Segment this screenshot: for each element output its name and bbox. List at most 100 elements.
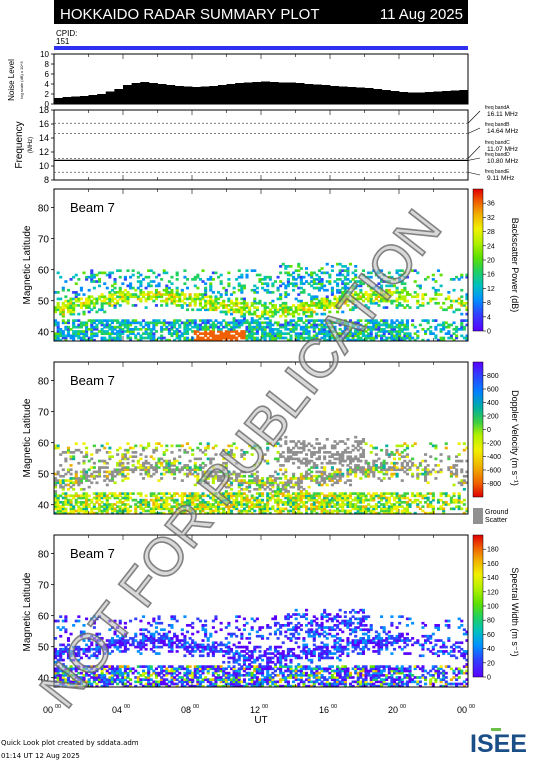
heatmap-cell bbox=[193, 278, 197, 281]
heatmap-cell bbox=[279, 330, 283, 333]
heatmap-cell bbox=[229, 448, 234, 452]
heatmap-cell bbox=[82, 647, 86, 651]
heatmap-cell bbox=[116, 325, 120, 329]
heatmap-cell bbox=[284, 304, 288, 307]
heatmap-cell bbox=[297, 440, 301, 443]
heatmap-cell bbox=[245, 321, 249, 325]
heatmap-cell bbox=[273, 500, 278, 504]
heatmap-cell bbox=[183, 503, 187, 506]
heatmap-cell bbox=[310, 477, 314, 480]
heatmap-cell bbox=[139, 338, 143, 341]
heatmap-cell bbox=[123, 498, 127, 502]
heatmap-cell bbox=[299, 474, 303, 478]
heatmap-cell bbox=[462, 336, 466, 340]
heatmap-cell bbox=[69, 472, 73, 476]
heatmap-cell bbox=[258, 461, 262, 465]
heatmap-cell bbox=[126, 330, 130, 333]
heatmap-cell bbox=[416, 498, 420, 502]
heatmap-cell bbox=[284, 284, 288, 288]
heatmap-cell bbox=[304, 490, 309, 493]
heatmap-cell bbox=[348, 470, 353, 474]
heatmap-cell bbox=[284, 295, 288, 299]
heatmap-cell bbox=[385, 451, 389, 454]
heatmap-cell bbox=[74, 673, 78, 677]
heatmap-cell bbox=[77, 615, 81, 619]
heatmap-cell bbox=[255, 332, 259, 335]
heatmap-cell bbox=[183, 275, 187, 279]
heatmap-cell bbox=[359, 470, 363, 474]
frequency-ylabel-unit: (MHz) bbox=[28, 137, 34, 153]
heatmap-cell bbox=[185, 327, 190, 331]
heatmap-cell bbox=[90, 269, 94, 273]
heatmap-cell bbox=[429, 299, 433, 303]
heatmap-cell bbox=[276, 487, 280, 491]
frequency-band-value: 16.11 MHz bbox=[487, 111, 518, 118]
heatmap-cell bbox=[82, 669, 86, 673]
heatmap-cell bbox=[85, 477, 89, 480]
heatmap-cell bbox=[323, 494, 327, 498]
heatmap-cell bbox=[229, 487, 234, 491]
heatmap-cell bbox=[110, 676, 115, 679]
heatmap-cell bbox=[193, 483, 197, 487]
heatmap-cell bbox=[310, 498, 314, 502]
heatmap-cell bbox=[261, 479, 265, 482]
heatmap-cell bbox=[105, 500, 109, 504]
frequency-ytick-label: 8 bbox=[44, 175, 49, 185]
heatmap-cell bbox=[248, 505, 252, 508]
heatmap-cell bbox=[395, 509, 399, 513]
heatmap-cell bbox=[87, 650, 91, 653]
heatmap-cell bbox=[121, 500, 125, 504]
heatmap-cell bbox=[328, 282, 332, 286]
heatmap-cell bbox=[359, 319, 363, 322]
heatmap-cell bbox=[123, 455, 127, 459]
heatmap-cell bbox=[193, 474, 197, 478]
heatmap-cell bbox=[338, 327, 342, 331]
heatmap-cell bbox=[276, 332, 280, 335]
heatmap-cell bbox=[455, 459, 459, 463]
heatmap-cell bbox=[400, 496, 404, 500]
heatmap-cell bbox=[323, 304, 327, 307]
heatmap-cell bbox=[170, 321, 174, 325]
width-bg bbox=[54, 535, 468, 687]
heatmap-cell bbox=[271, 490, 275, 493]
heatmap-cell bbox=[173, 293, 177, 296]
heatmap-cell bbox=[217, 321, 221, 325]
heatmap-cell bbox=[64, 617, 68, 621]
heatmap-cell bbox=[214, 444, 218, 448]
heatmap-cell bbox=[323, 334, 327, 338]
heatmap-cell bbox=[59, 338, 63, 341]
heatmap-cell bbox=[245, 304, 249, 307]
heatmap-cell bbox=[380, 509, 384, 513]
heatmap-cell bbox=[462, 503, 466, 506]
heatmap-cell bbox=[263, 325, 267, 329]
heatmap-cell bbox=[74, 494, 78, 498]
heatmap-cell bbox=[139, 293, 143, 296]
heatmap-cell bbox=[330, 496, 334, 500]
heatmap-cell bbox=[72, 330, 76, 333]
heatmap-cell bbox=[79, 332, 83, 335]
heatmap-cell bbox=[103, 496, 107, 500]
heatmap-cell bbox=[61, 310, 65, 314]
heatmap-cell bbox=[255, 325, 259, 329]
heatmap-cell bbox=[211, 291, 215, 294]
heatmap-cell bbox=[323, 479, 327, 482]
heatmap-cell bbox=[217, 507, 221, 511]
heatmap-cell bbox=[227, 477, 231, 480]
heatmap-cell bbox=[286, 457, 290, 461]
heatmap-cell bbox=[374, 325, 378, 329]
heatmap-cell bbox=[103, 282, 107, 286]
heatmap-cell bbox=[126, 665, 130, 668]
heatmap-cell bbox=[105, 301, 109, 305]
heatmap-cell bbox=[281, 451, 285, 454]
heatmap-cell bbox=[165, 301, 169, 305]
heatmap-cell bbox=[56, 658, 60, 662]
heatmap-cell bbox=[268, 338, 272, 341]
heatmap-cell bbox=[307, 338, 311, 341]
heatmap-cell bbox=[79, 325, 83, 329]
heatmap-cell bbox=[405, 334, 409, 338]
heatmap-cell bbox=[400, 297, 404, 301]
heatmap-cell bbox=[66, 667, 71, 671]
heatmap-cell bbox=[240, 500, 244, 504]
heatmap-cell bbox=[336, 291, 340, 294]
heatmap-cell bbox=[240, 284, 244, 288]
